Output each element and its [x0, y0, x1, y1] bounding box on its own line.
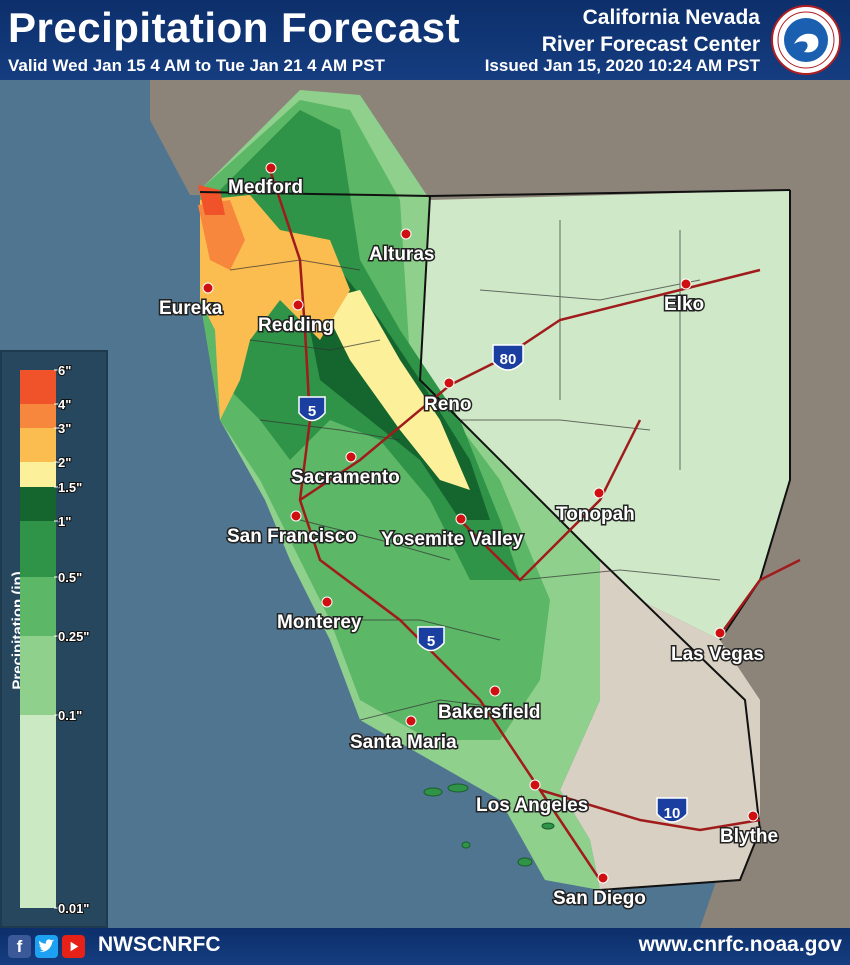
nevada-light [420, 190, 790, 640]
interstate-80-shield: 80 [492, 344, 524, 371]
legend-swatch [20, 428, 56, 462]
city-dot-blythe [747, 810, 759, 822]
shield-80-label: 80 [500, 351, 517, 368]
desert-terrain [560, 560, 760, 890]
city-markers: Medford Alturas Eureka Redding Elko Reno… [158, 162, 780, 911]
city-label-sacramento: Sacramento [291, 467, 400, 488]
city-dot-san-diego [597, 872, 609, 884]
legend-tick-label: 4" [58, 397, 71, 412]
city-dot-elko [680, 278, 692, 290]
legend-colorbar: 6" 4" 3" 2" 1.5" 1" 0.5" 0.25" 0.1" 0.01" [20, 362, 90, 917]
shield-5-label-2: 5 [427, 633, 435, 650]
city-label-medford: Medford [228, 177, 303, 198]
legend-tick-label: 0.1" [58, 708, 82, 723]
center-line-2: River Forecast Center [541, 33, 760, 56]
social-handle[interactable]: NWSCNRFC [98, 933, 221, 956]
city-dot-medford [265, 162, 277, 174]
city-dot-las-vegas [714, 627, 726, 639]
city-dot-redding [292, 299, 304, 311]
city-dot-sacramento [345, 451, 357, 463]
state-border [199, 191, 762, 891]
city-dot-monterey [321, 596, 333, 608]
precip-legend: Precipitation (in) 6" 4" 3" 2" 1.5" 1" 0.5" 0.2… [0, 350, 108, 928]
youtube-icon[interactable] [62, 935, 85, 958]
city-label-yosemite: Yosemite Valley [381, 529, 524, 550]
city-label-blythe: Blythe [720, 826, 778, 847]
social-links: f [8, 935, 85, 959]
city-label-santa-maria: Santa Maria [350, 732, 457, 753]
city-dot-santa-maria [405, 715, 417, 727]
city-label-eureka: Eureka [159, 298, 223, 319]
interstate-5-shield-north: 5 [298, 396, 326, 422]
legend-tick-label: 1" [58, 514, 71, 529]
issued-time: Issued Jan 15, 2020 10:24 AM PST [484, 56, 760, 75]
page-title: Precipitation Forecast [8, 4, 461, 51]
city-dot-san-francisco [290, 510, 302, 522]
forecast-center: California Nevada River Forecast Center [542, 4, 760, 58]
legend-tick-label: 6" [58, 363, 71, 378]
city-dot-los-angeles [529, 779, 541, 791]
legend-swatch [20, 715, 56, 908]
legend-swatch [20, 521, 56, 577]
legend-tick-label: 2" [58, 455, 71, 470]
city-label-elko: Elko [664, 294, 704, 315]
precip-zone-4 [198, 200, 245, 270]
shield-5-label: 5 [308, 403, 316, 420]
legend-swatch [20, 577, 56, 636]
city-label-las-vegas: Las Vegas [671, 644, 764, 665]
state-border-north [429, 189, 791, 197]
city-label-redding: Redding [258, 315, 334, 336]
city-dot-eureka [202, 282, 214, 294]
legend-swatch [20, 404, 56, 428]
footer-bar: f NWSCNRFC www.cnrfc.noaa.gov [0, 928, 850, 965]
city-label-bakersfield: Bakersfield [438, 702, 540, 723]
county-lines [229, 220, 721, 721]
city-dot-bakersfield [489, 685, 501, 697]
channel-islands [423, 783, 555, 867]
legend-swatch [20, 370, 56, 404]
legend-tick-label: 3" [58, 421, 71, 436]
state-border-east [719, 190, 791, 641]
city-label-monterey: Monterey [277, 612, 362, 633]
city-label-san-diego: San Diego [553, 888, 646, 909]
city-label-alturas: Alturas [369, 244, 434, 265]
shield-10-label: 10 [664, 805, 681, 822]
interstate-10-shield: 10 [656, 797, 688, 823]
city-dot-yosemite [455, 513, 467, 525]
city-dot-reno [443, 377, 455, 389]
website-url[interactable]: www.cnrfc.noaa.gov [638, 933, 842, 956]
legend-tick-label: 0.01" [58, 901, 89, 916]
interstate-5-shield-south: 5 [417, 626, 445, 652]
twitter-icon[interactable] [35, 935, 58, 958]
precip-zone-2 [320, 290, 470, 490]
nws-logo-icon [771, 5, 841, 75]
city-label-los-angeles: Los Angeles [476, 795, 588, 816]
legend-tick-label: 0.25" [58, 629, 89, 644]
legend-swatch [20, 462, 56, 487]
legend-swatch [20, 487, 56, 521]
center-line-1: California Nevada [582, 6, 760, 29]
facebook-icon[interactable]: f [8, 935, 31, 958]
city-dot-alturas [400, 228, 412, 240]
legend-swatch [20, 636, 56, 715]
valid-period: Valid Wed Jan 15 4 AM to Tue Jan 21 4 AM… [8, 56, 385, 75]
header-bar: Precipitation Forecast Valid Wed Jan 15 … [0, 0, 850, 80]
legend-tick-label: 1.5" [58, 480, 82, 495]
city-label-reno: Reno [424, 394, 472, 415]
city-dot-tonopah [593, 487, 605, 499]
city-label-tonopah: Tonopah [556, 504, 635, 525]
legend-tick-label: 0.5" [58, 570, 82, 585]
city-label-san-francisco: San Francisco [227, 526, 357, 547]
